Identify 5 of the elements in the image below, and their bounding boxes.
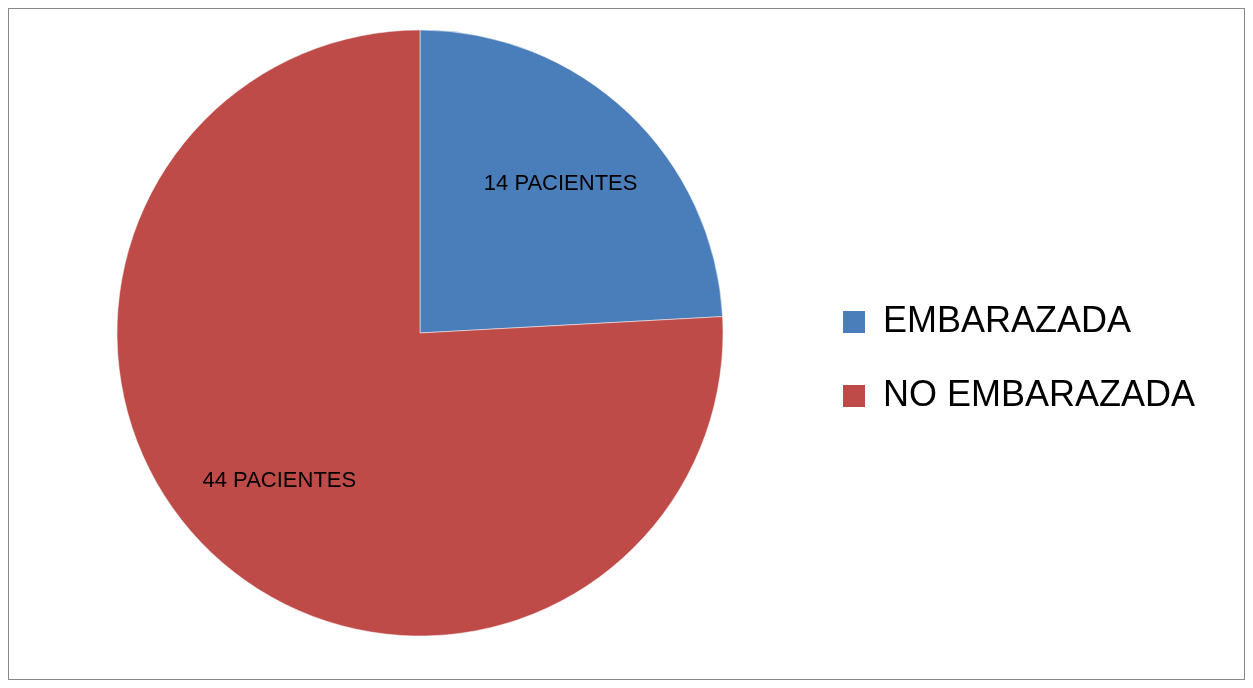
legend-label: NO EMBARAZADA [883,372,1196,414]
legend-label: EMBARAZADA [883,298,1132,340]
pie-slice [116,29,723,636]
data-label: 44 PACIENTES [202,467,357,493]
data-label: 14 PACIENTES [483,170,638,196]
